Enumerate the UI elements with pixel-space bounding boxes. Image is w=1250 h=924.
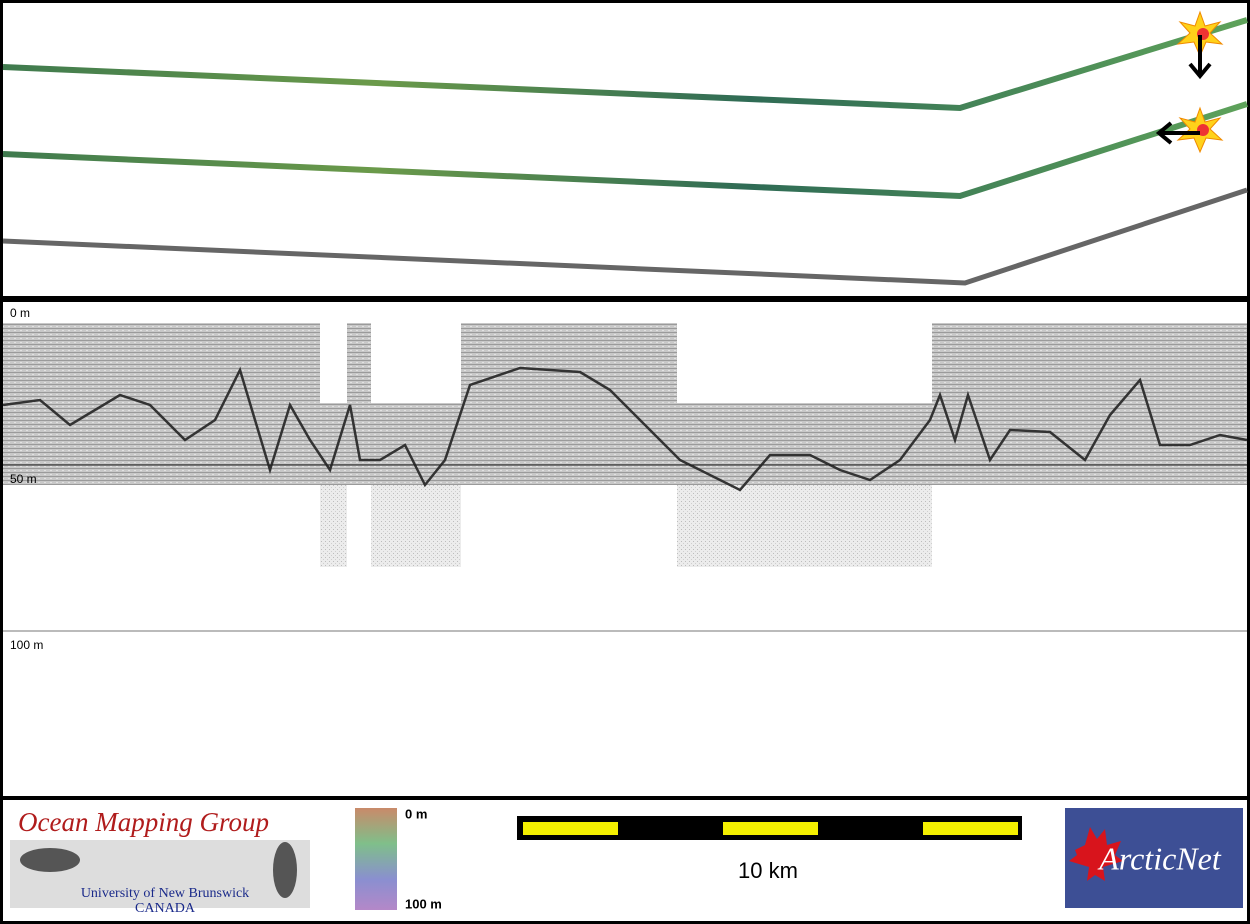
maple-leaf — [1069, 827, 1123, 881]
profile-data-deep — [320, 485, 347, 567]
profile-data — [461, 323, 677, 485]
profile-data — [932, 323, 1247, 485]
colorbar — [355, 808, 397, 910]
profile-data-deep — [677, 485, 932, 567]
swath-track — [2, 17, 1248, 112]
swath-track-gray — [2, 187, 1248, 286]
ship-marker — [1155, 106, 1224, 154]
profile-data — [371, 403, 461, 485]
depth-label: 50 m — [10, 472, 37, 486]
scalebar-segment — [523, 822, 618, 835]
colorbar-label: 0 m — [405, 806, 427, 821]
profile-data — [320, 403, 347, 485]
depth-label: 100 m — [10, 638, 43, 652]
logo-graphic — [273, 842, 297, 898]
logo-text: CANADA — [135, 901, 196, 916]
colorbar-label: 100 m — [405, 896, 442, 911]
partner-name: ArcticNet — [1097, 840, 1222, 876]
seabed-trace — [2, 366, 1248, 492]
profile-data — [677, 403, 932, 485]
scalebar-segment — [723, 822, 818, 835]
map-panel — [3, 3, 1247, 296]
logo-title: Ocean Mapping Group — [18, 807, 269, 837]
logo-text: University of New Brunswick — [81, 886, 249, 901]
scalebar-label: 10 km — [738, 858, 798, 883]
depth-label: 0 m — [10, 306, 30, 320]
logo-graphic — [20, 848, 80, 872]
ship-marker — [1176, 10, 1224, 80]
swath-track — [2, 101, 1248, 200]
profile-data-deep — [371, 485, 461, 567]
scalebar-segment — [923, 822, 1018, 835]
